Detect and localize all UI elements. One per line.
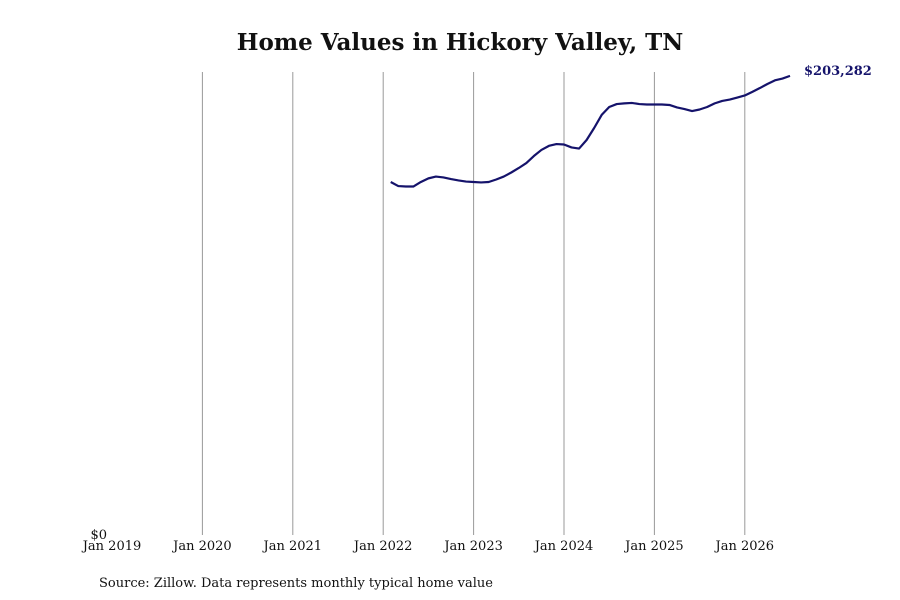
chart-title: Home Values in Hickory Valley, TN	[237, 29, 684, 56]
x-tick-label: Jan 2023	[442, 539, 503, 554]
x-tick-label: Jan 2025	[623, 539, 684, 554]
line-series	[390, 74, 791, 188]
y-tick-label: $0	[90, 528, 107, 543]
x-tick-label: Jan 2020	[171, 539, 232, 554]
value-label: $203,282	[804, 64, 872, 79]
x-tick-label: Jan 2024	[533, 539, 594, 554]
x-tick-label: Jan 2019	[81, 539, 142, 554]
x-tick-label: Jan 2022	[352, 539, 413, 554]
x-tick-label: Jan 2026	[714, 539, 775, 554]
x-tick-label: Jan 2021	[262, 539, 323, 554]
source-note: Source: Zillow. Data represents monthly …	[99, 576, 493, 591]
